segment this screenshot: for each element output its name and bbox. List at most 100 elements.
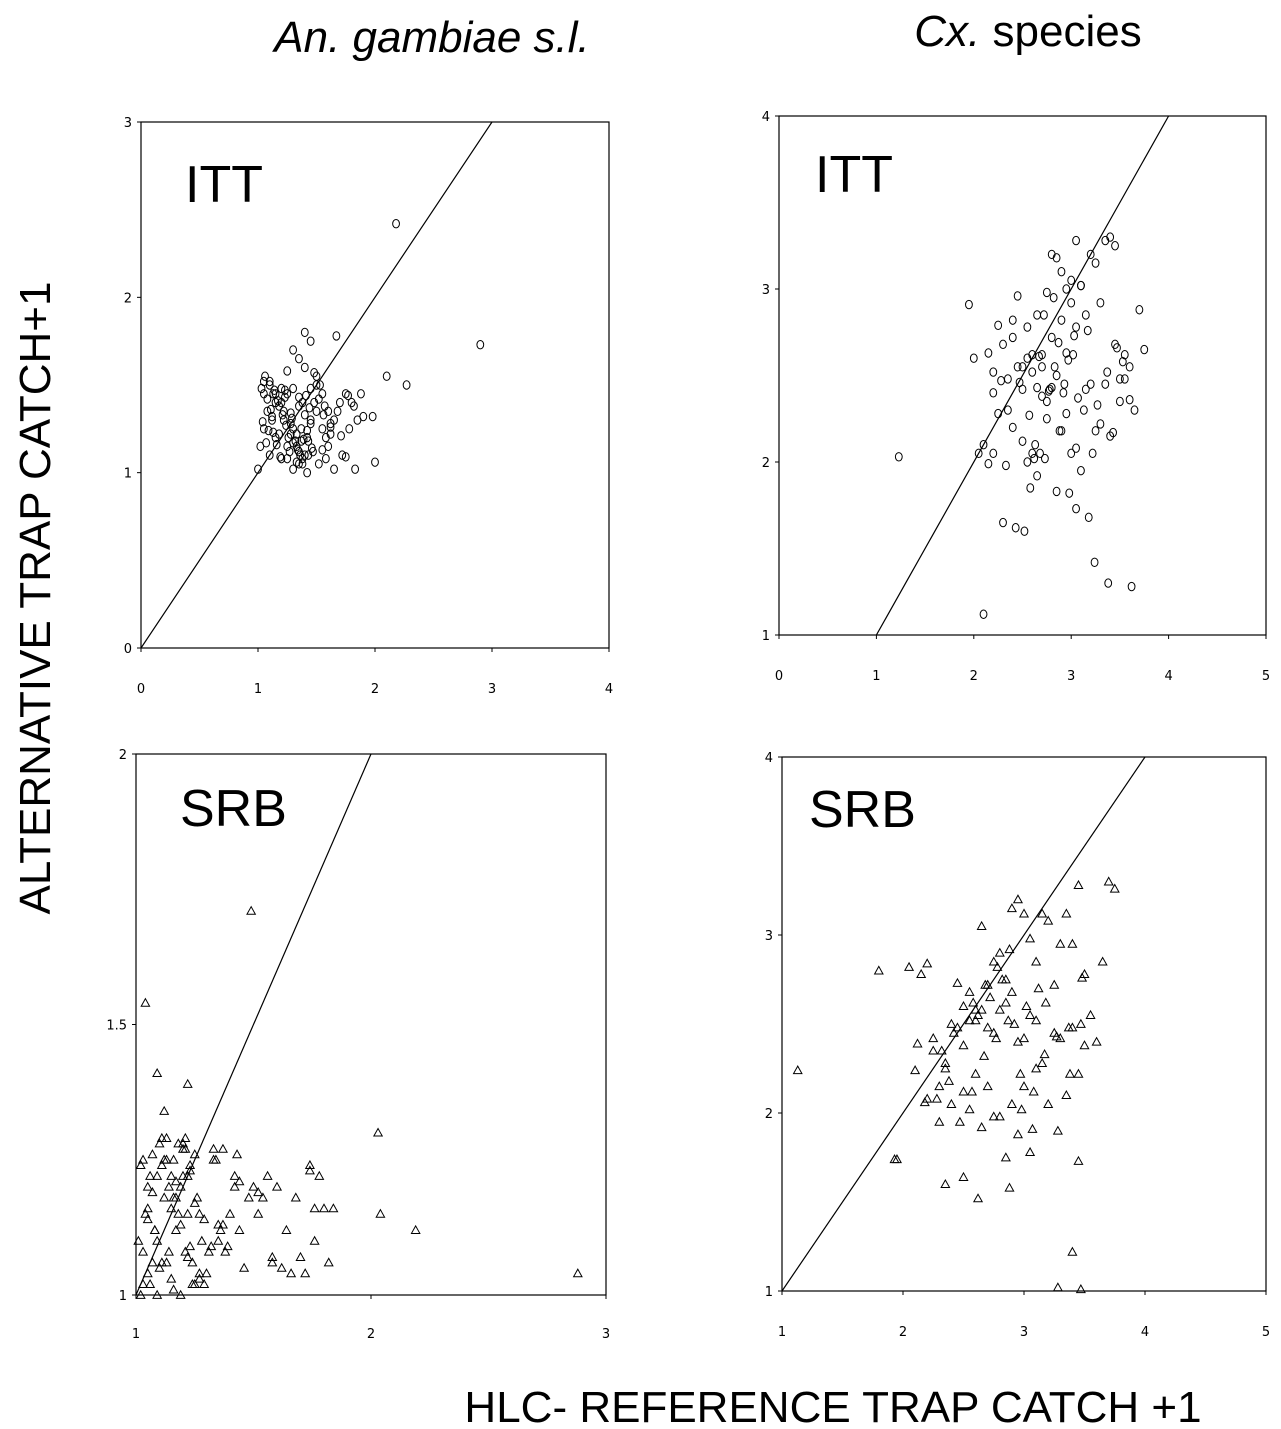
data-point (952, 977, 963, 987)
data-point (1055, 426, 1064, 436)
data-point (1033, 471, 1042, 481)
data-point (289, 424, 298, 434)
x-tick-label: 2 (367, 1327, 375, 1342)
x-tick-label: 3 (1020, 1325, 1028, 1340)
data-point (298, 459, 307, 469)
data-point (147, 1257, 158, 1267)
data-point (297, 424, 306, 434)
data-point (299, 434, 308, 445)
data-point (262, 1170, 273, 1180)
data-point (289, 383, 298, 394)
data-point (994, 1004, 1005, 1014)
x-tick-label: 4 (605, 682, 613, 697)
data-point (265, 376, 274, 387)
data-point (185, 1241, 196, 1251)
panel-culex-itt: 0 1 2 3 4 5 1 2 3 4 ITT (762, 110, 1270, 684)
data-point (253, 1186, 264, 1197)
y-tick-label: 2 (119, 748, 127, 763)
y-tick-label: 4 (762, 110, 770, 125)
data-point (326, 429, 335, 439)
data-point (142, 1203, 153, 1213)
data-point (972, 1193, 984, 1203)
data-point (295, 354, 303, 364)
data-point (156, 1159, 167, 1170)
x-tick-label: 1 (778, 1325, 786, 1340)
data-point (1028, 367, 1037, 377)
data-point (300, 327, 309, 338)
data-point (199, 1278, 210, 1289)
data-point (271, 397, 280, 408)
data-point (994, 947, 1005, 957)
data-point (306, 336, 315, 346)
data-point (152, 1289, 163, 1299)
y-tick-label: 2 (762, 456, 770, 471)
data-point (940, 1063, 951, 1073)
data-point (1033, 382, 1042, 393)
data-point (402, 380, 411, 390)
data-point (1065, 488, 1074, 498)
data-point (320, 401, 329, 411)
data-point (1006, 903, 1017, 913)
data-point (182, 1208, 193, 1218)
plot-frame (778, 115, 1267, 636)
data-point (1031, 440, 1040, 450)
data-point (168, 1284, 179, 1294)
data-point (1079, 405, 1088, 415)
data-point (309, 1235, 320, 1245)
data-point (328, 1203, 339, 1213)
data-point (304, 450, 313, 460)
data-point (145, 1170, 156, 1180)
x-tick-label: 5 (1262, 1325, 1270, 1340)
data-point (1085, 1009, 1096, 1019)
data-point (1000, 1152, 1011, 1162)
data-point (982, 1081, 993, 1091)
data-point (289, 464, 298, 474)
data-point (964, 1104, 975, 1114)
data-point (283, 453, 292, 464)
data-point (1113, 343, 1121, 353)
data-point (177, 1143, 189, 1153)
data-point (166, 1203, 177, 1213)
data-point (163, 1181, 174, 1191)
data-point (1052, 1125, 1063, 1135)
data-point (319, 410, 328, 420)
data-point (1067, 448, 1076, 459)
data-point (1050, 362, 1059, 372)
data-point (258, 417, 267, 427)
data-point (1055, 1033, 1066, 1043)
data-point (135, 1159, 146, 1170)
data-point (1067, 1246, 1078, 1256)
data-point (277, 453, 286, 464)
data-point (410, 1224, 421, 1234)
data-point (904, 961, 915, 971)
data-point (1052, 253, 1061, 263)
data-point (267, 1257, 278, 1267)
data-point (1015, 377, 1024, 388)
data-point (1045, 384, 1054, 395)
y-tick-label: 3 (765, 929, 773, 944)
data-point (291, 436, 300, 446)
data-point (792, 1065, 803, 1075)
data-point (1116, 374, 1124, 384)
data-point (142, 1214, 153, 1224)
x-tick-label: 3 (602, 1327, 610, 1342)
data-point (1079, 1040, 1090, 1050)
data-point (159, 1105, 170, 1115)
x-tick-label: 3 (1067, 669, 1075, 684)
data-point (161, 1257, 172, 1267)
data-point (145, 1278, 156, 1289)
data-point (262, 438, 271, 448)
data-point (1127, 581, 1136, 592)
data-point (1081, 310, 1090, 320)
data-point (1090, 557, 1099, 568)
y-tick-label: 2 (765, 1107, 773, 1122)
data-point (142, 1268, 153, 1278)
data-point (166, 1273, 177, 1283)
data-point (969, 353, 978, 363)
data-point (1091, 1036, 1102, 1046)
data-point (273, 396, 282, 406)
data-point (988, 1111, 999, 1121)
data-point (264, 425, 273, 436)
x-tick-label: 3 (488, 682, 496, 697)
data-point (1047, 332, 1056, 343)
